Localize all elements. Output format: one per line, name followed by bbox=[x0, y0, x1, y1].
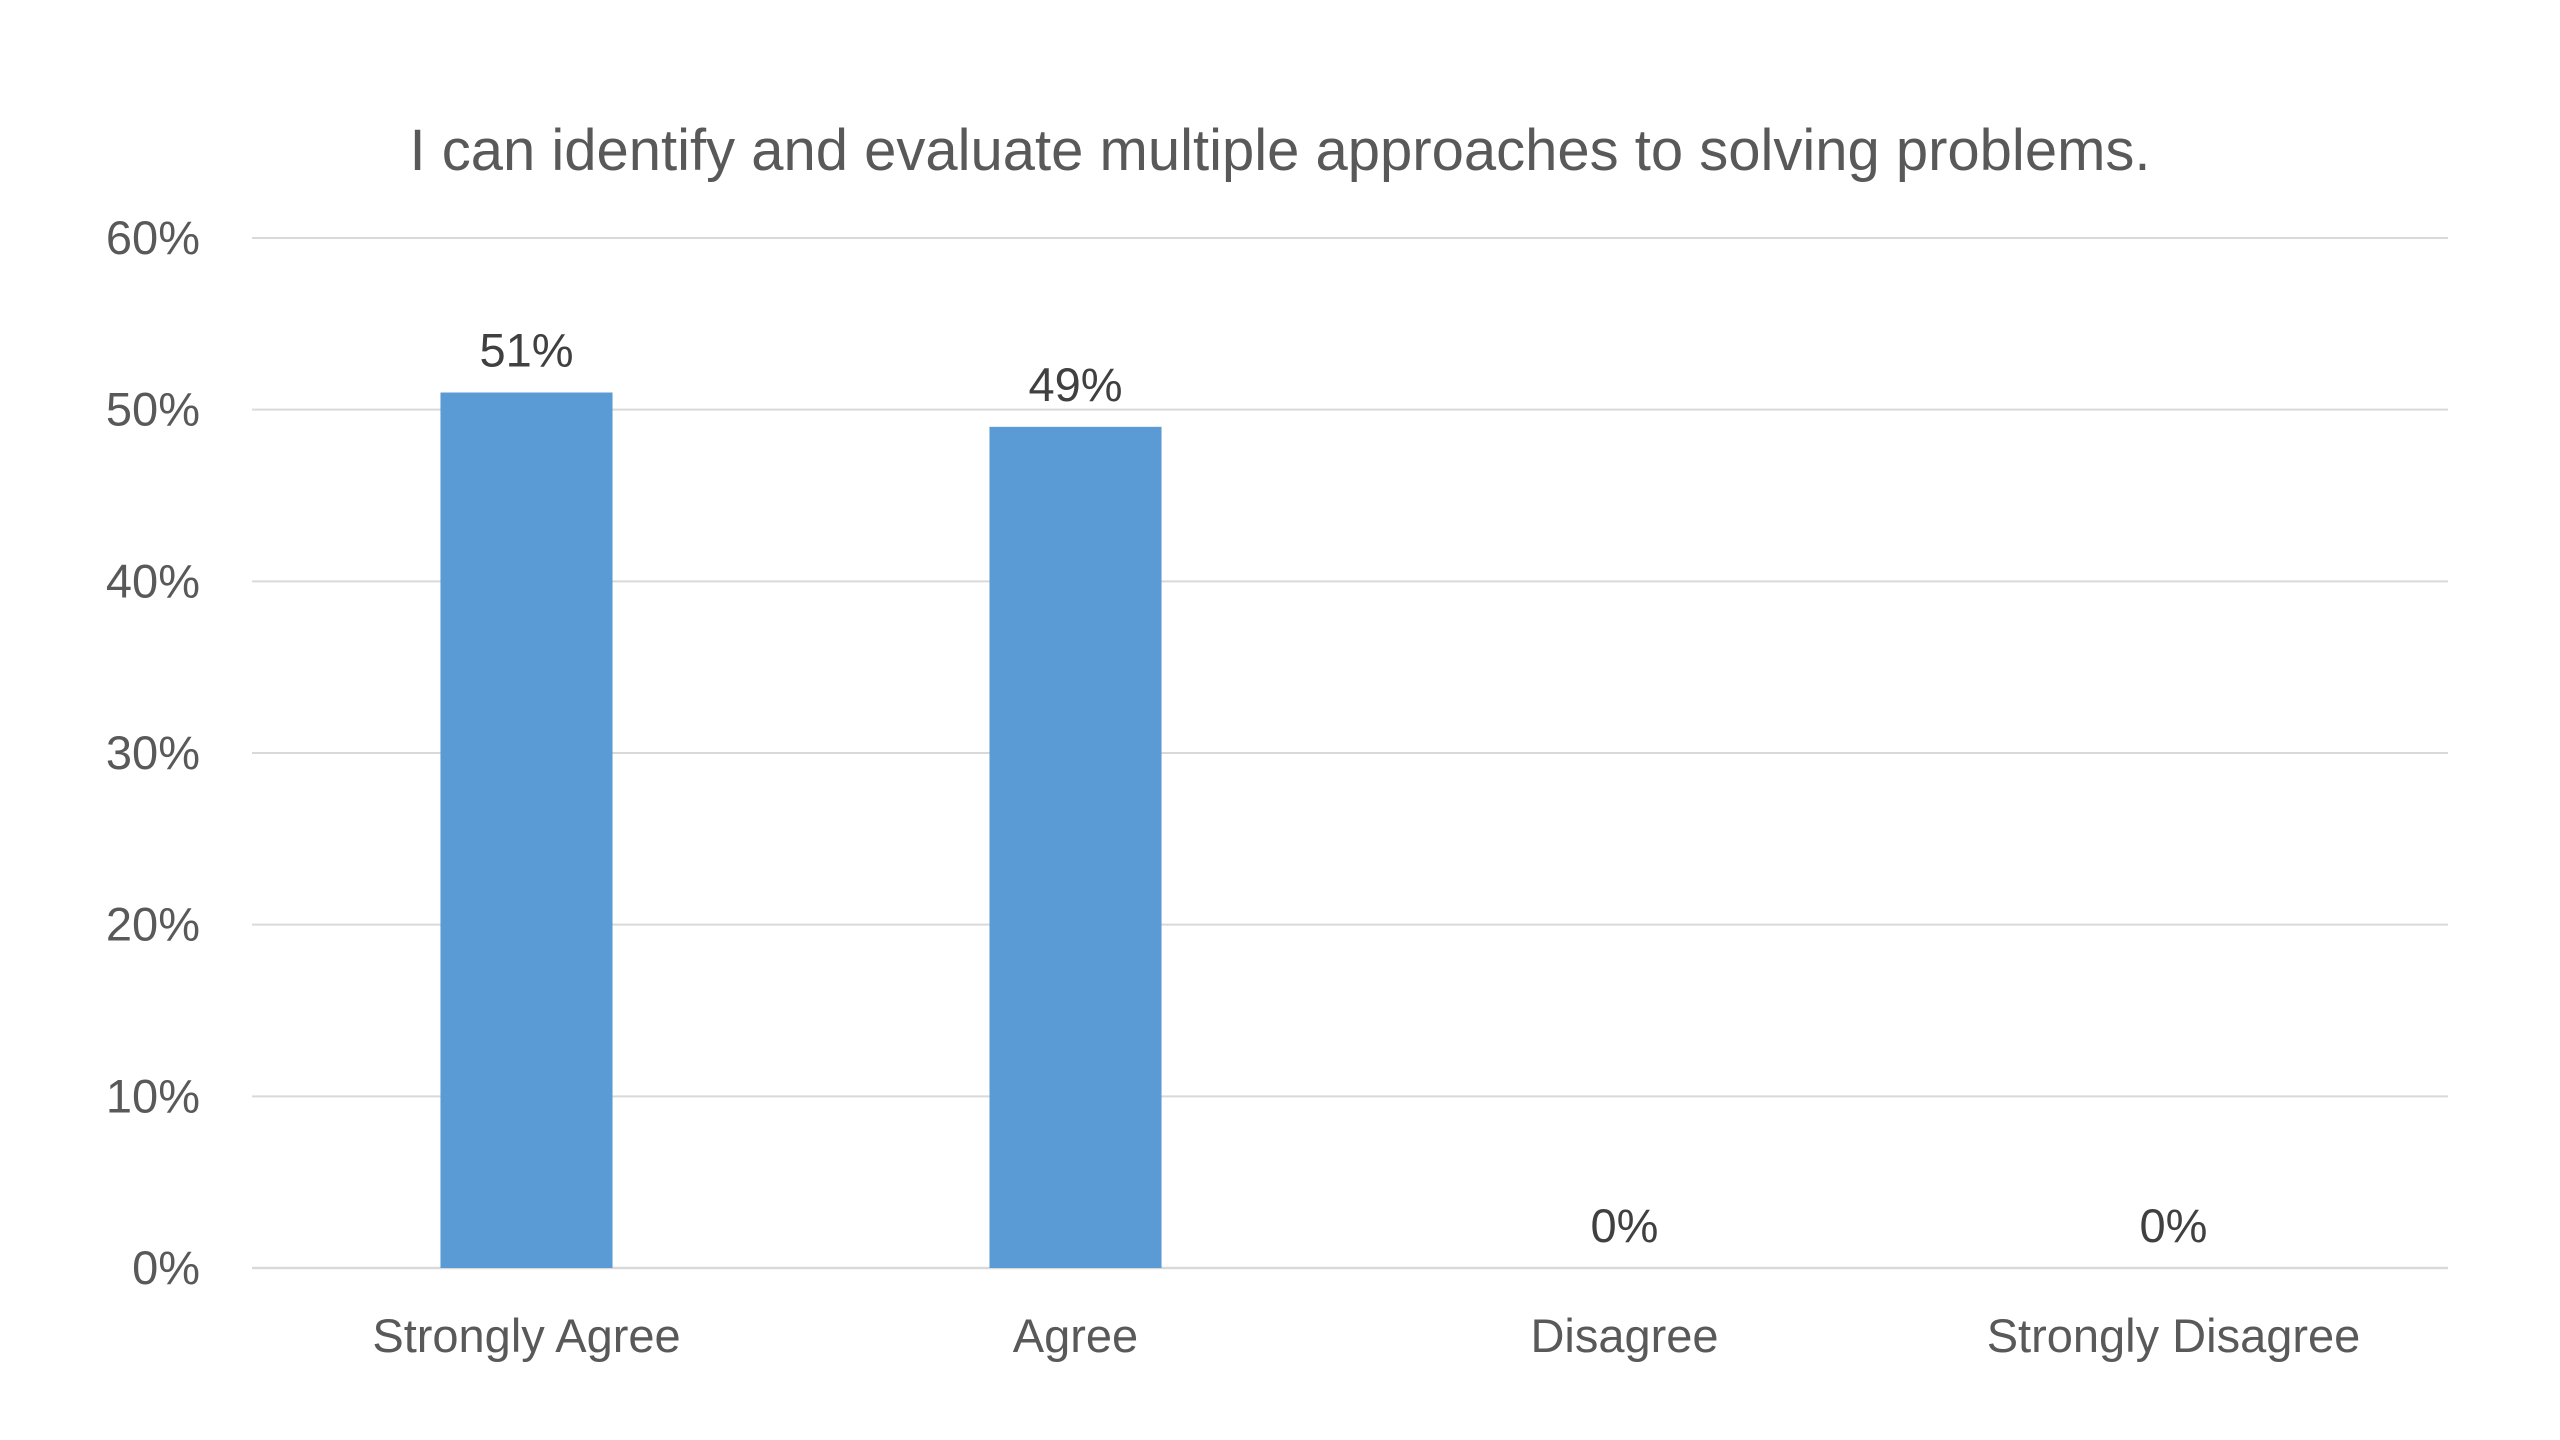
bar-agree bbox=[989, 426, 1162, 1268]
y-tick-label: 30% bbox=[106, 726, 200, 779]
y-tick-label: 50% bbox=[106, 383, 200, 436]
x-tick-label: Agree bbox=[1013, 1309, 1138, 1362]
bar-strongly-agree bbox=[440, 392, 613, 1268]
x-axis-tick-labels: Strongly Agree Agree Disagree Strongly Disa… bbox=[372, 1309, 2360, 1362]
y-axis-tick-labels: 0% 10% 20% 30% 40% 50% 60% bbox=[106, 211, 200, 1294]
x-tick-label: Strongly Agree bbox=[372, 1309, 680, 1362]
x-tick-label: Strongly Disagree bbox=[1987, 1309, 2361, 1362]
x-tick-label: Disagree bbox=[1530, 1309, 1718, 1362]
bars bbox=[440, 392, 1162, 1268]
data-labels: 51% 49% 0% 0% bbox=[479, 324, 2207, 1253]
y-tick-label: 60% bbox=[106, 211, 200, 264]
y-tick-label: 0% bbox=[132, 1241, 200, 1294]
data-label: 0% bbox=[1591, 1199, 1659, 1252]
y-tick-label: 40% bbox=[106, 554, 200, 607]
data-label: 0% bbox=[2140, 1199, 2208, 1252]
gridlines bbox=[252, 237, 2448, 1270]
data-label: 51% bbox=[479, 324, 573, 377]
data-label: 49% bbox=[1028, 358, 1122, 411]
y-tick-label: 10% bbox=[106, 1069, 200, 1122]
chart-title: I can identify and evaluate multiple app… bbox=[409, 118, 2150, 183]
y-tick-label: 20% bbox=[106, 898, 200, 951]
